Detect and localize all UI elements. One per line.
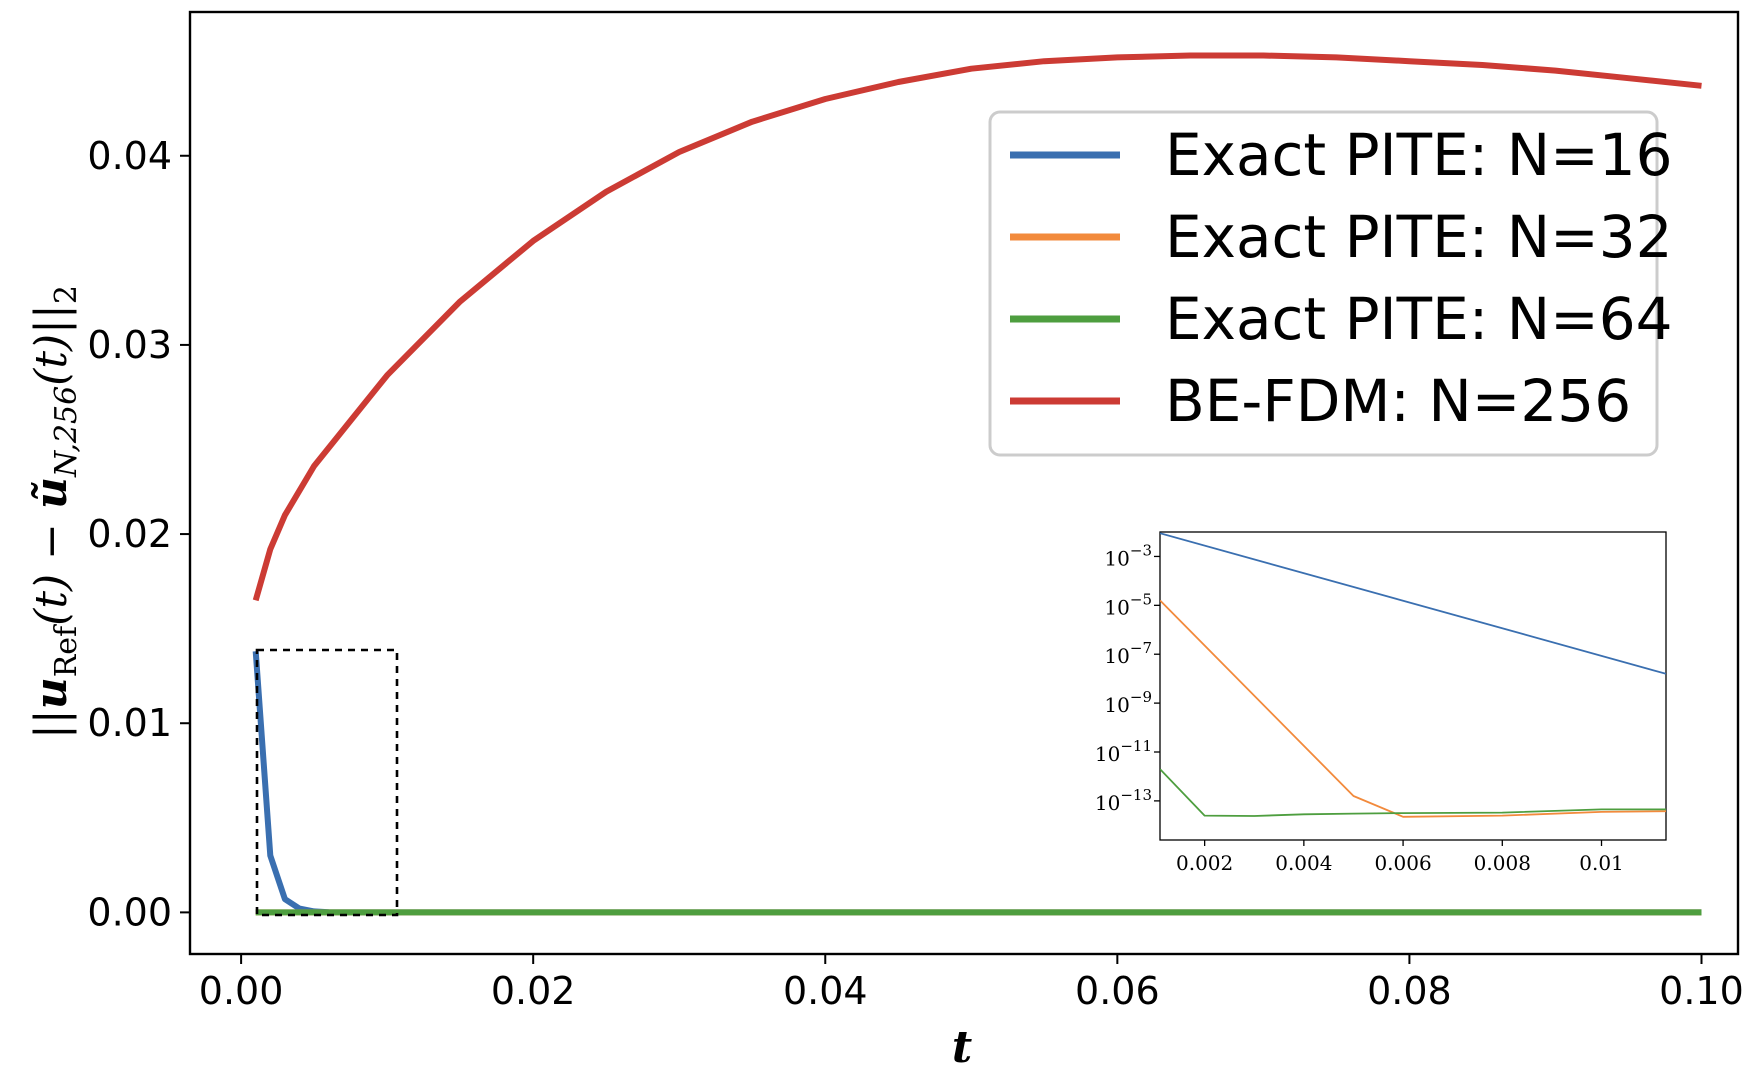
svg-text:||uRef(t) − ũN,256(t)||2: ||uRef(t) − ũN,256(t)||2 xyxy=(26,285,84,739)
legend-label-2: Exact PITE: N=64 xyxy=(1165,285,1673,353)
inset-y-tick-label: 10−5 xyxy=(1104,590,1152,619)
y-label-ref: Ref xyxy=(49,624,84,677)
x-axis-label: t xyxy=(952,1022,972,1073)
y-tick-label: 0.01 xyxy=(87,701,172,745)
y-label-t2: (t) xyxy=(26,334,77,386)
legend: Exact PITE: N=16 Exact PITE: N=32 Exact PI… xyxy=(988,110,1673,457)
x-tick-label: 0.02 xyxy=(491,969,576,1013)
inset-y-tick-label: 10−13 xyxy=(1095,786,1152,815)
inset-series-line-2 xyxy=(1160,768,1666,817)
inset-y-tick-label: 10−11 xyxy=(1095,737,1152,766)
legend-box xyxy=(988,110,1659,457)
series-line-3 xyxy=(252,52,1702,602)
inset-series-line-1 xyxy=(1160,599,1666,818)
zoom-region-box xyxy=(255,648,399,917)
inset-plot: 0.002 0.004 0.006 0.008 0.01 10−3 10−5 10−7 10−9… xyxy=(1095,531,1667,875)
y-tick-label: 0.02 xyxy=(87,512,172,556)
x-tick-label: 0.08 xyxy=(1367,969,1452,1013)
inset-y-tick-label: 10−3 xyxy=(1104,541,1152,570)
y-tick-label: 0.00 xyxy=(87,890,172,934)
y-label-norm-open: || xyxy=(26,709,77,739)
inset-y-tick-label: 10−9 xyxy=(1104,688,1152,717)
y-tick-label: 0.03 xyxy=(87,323,172,367)
inset-x-tick-label: 0.006 xyxy=(1374,851,1431,875)
legend-label-1: Exact PITE: N=32 xyxy=(1165,203,1673,271)
y-axis-label: ||uRef(t) − ũN,256(t)||2 xyxy=(26,285,84,739)
inset-y-tick-label: 10−7 xyxy=(1104,639,1152,668)
y-tick-label: 0.04 xyxy=(87,134,172,178)
x-tick-label: 0.10 xyxy=(1659,969,1744,1013)
x-tick-label: 0.04 xyxy=(783,969,868,1013)
legend-label-3: BE-FDM: N=256 xyxy=(1165,367,1631,435)
y-label-t1: (t) − xyxy=(26,509,77,626)
inset-x-tick-label: 0.004 xyxy=(1275,851,1332,875)
y-label-sub-two: 2 xyxy=(49,285,84,304)
inset-x-tick-label: 0.01 xyxy=(1579,851,1624,875)
y-label-u: u xyxy=(26,677,77,709)
x-tick-label: 0.06 xyxy=(1075,969,1160,1013)
inset-plot-frame xyxy=(1159,531,1667,841)
y-label-n256: N,256 xyxy=(49,386,84,478)
y-label-norm-close: || xyxy=(26,304,77,334)
inset-series-line-0 xyxy=(1160,532,1666,675)
inset-x-tick-label: 0.008 xyxy=(1474,851,1531,875)
legend-label-0: Exact PITE: N=16 xyxy=(1165,121,1673,189)
y-label-u-tilde: ũ xyxy=(26,477,77,509)
x-tick-label: 0.00 xyxy=(199,969,284,1013)
inset-x-tick-label: 0.002 xyxy=(1176,851,1233,875)
